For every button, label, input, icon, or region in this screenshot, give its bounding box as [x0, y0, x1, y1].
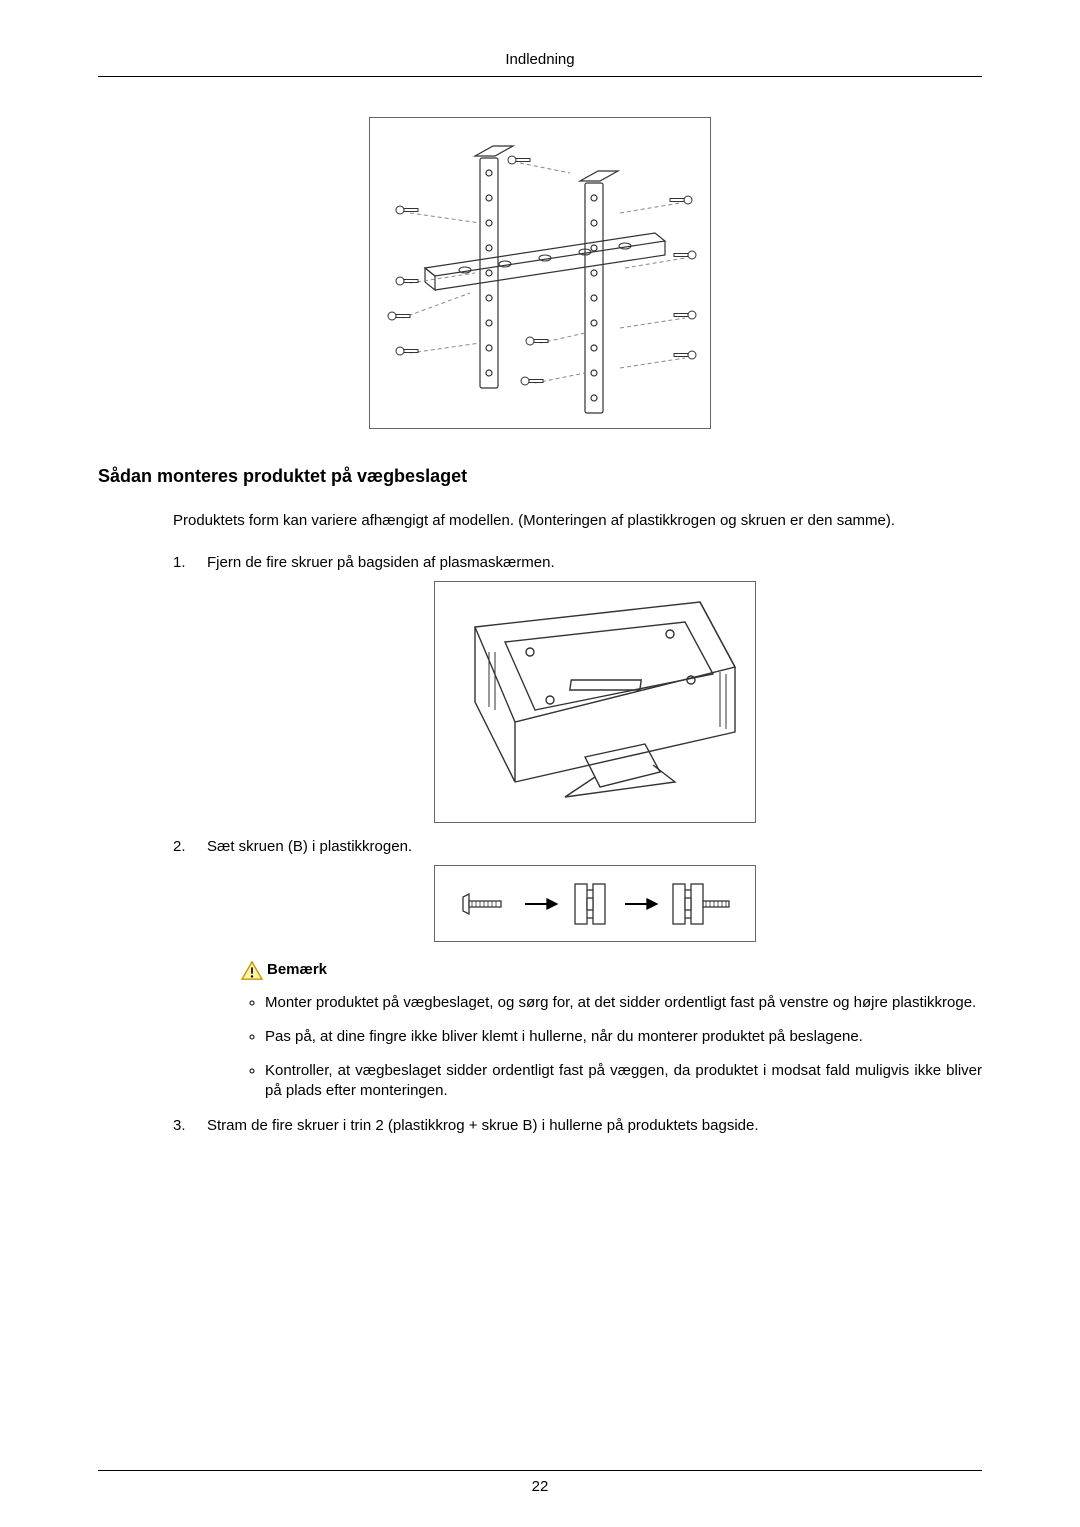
note-bullet-list: Monter produktet på vægbeslaget, og sørg…	[241, 993, 982, 1102]
intro-paragraph: Produktets form kan variere afhængigt af…	[173, 511, 982, 531]
note-bullet: Kontroller, at vægbeslaget sidder ordent…	[265, 1061, 982, 1102]
figure-display-rear	[434, 581, 756, 823]
note-heading: Bemærk	[241, 960, 982, 980]
running-header: Indledning	[98, 50, 982, 77]
step-text: Stram de fire skruer i trin 2 (plastikkr…	[207, 1117, 759, 1134]
step-text: Fjern de fire skruer på bagsiden af plas…	[207, 554, 555, 571]
warning-triangle-icon	[241, 961, 263, 981]
step-list: Fjern de fire skruer på bagsiden af plas…	[173, 553, 982, 1136]
note-bullet: Monter produktet på vægbeslaget, og sørg…	[265, 993, 982, 1013]
step-item: Fjern de fire skruer på bagsiden af plas…	[173, 553, 982, 823]
figure-screw-hook-sequence	[434, 865, 756, 942]
section-heading: Sådan monteres produktet på vægbeslaget	[98, 464, 982, 488]
page-footer: 22	[98, 1470, 982, 1497]
step-item: Sæt skruen (B) i plastikkrogen.	[173, 837, 982, 1102]
step-text: Sæt skruen (B) i plastikkrogen.	[207, 838, 412, 855]
figure-wall-bracket	[369, 117, 711, 429]
step-item: Stram de fire skruer i trin 2 (plastikkr…	[173, 1116, 982, 1136]
body-column: Produktets form kan variere afhængigt af…	[173, 511, 982, 1146]
note-label: Bemærk	[267, 960, 327, 980]
note-bullet: Pas på, at dine fingre ikke bliver klemt…	[265, 1027, 982, 1047]
page-number: 22	[532, 1478, 549, 1495]
document-page: Indledning	[0, 0, 1080, 1527]
